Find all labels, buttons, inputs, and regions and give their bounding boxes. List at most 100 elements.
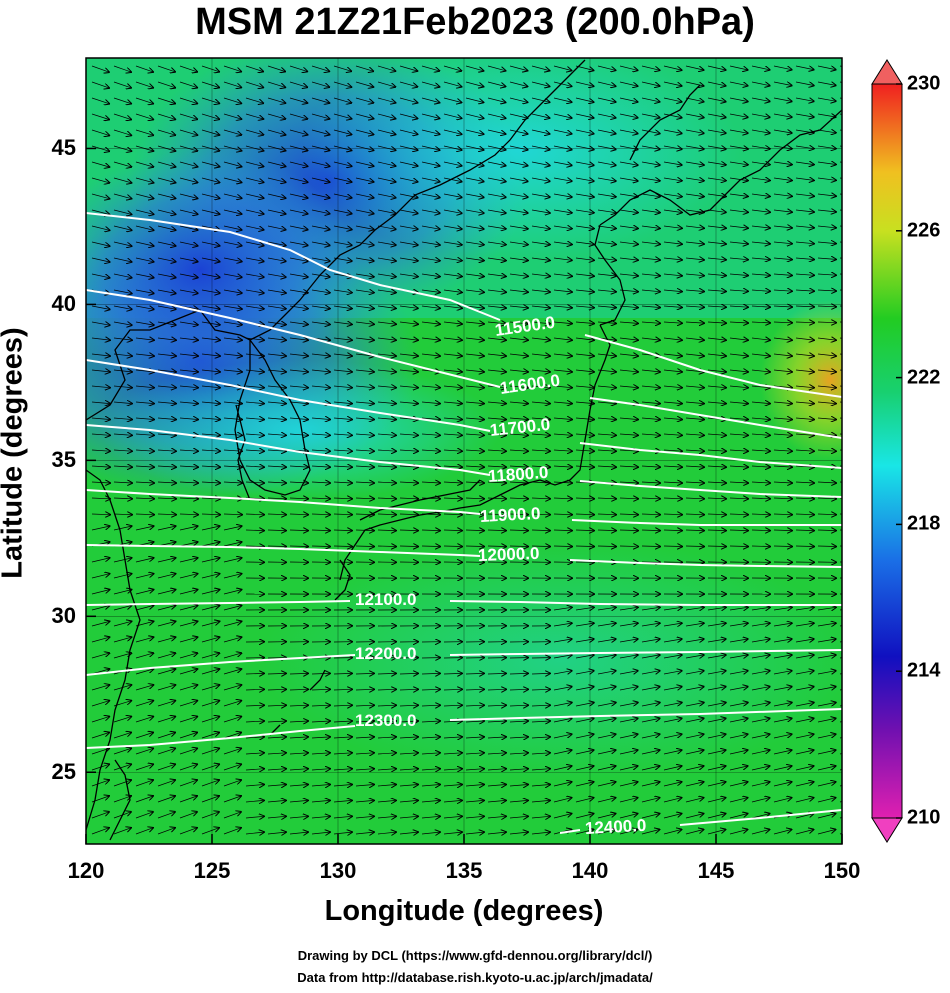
wind-arrow [817, 65, 836, 70]
wind-arrow [157, 161, 175, 167]
wind-arrow [421, 129, 440, 134]
wind-arrow [333, 306, 352, 309]
wind-arrow [377, 274, 396, 277]
wind-arrow [729, 98, 748, 102]
wind-arrow [619, 418, 638, 420]
wind-arrow [201, 65, 219, 72]
wind-arrow [465, 194, 484, 197]
wind-arrow [597, 226, 616, 229]
wind-arrow [751, 402, 770, 404]
wind-arrow [729, 306, 748, 307]
wind-arrow [619, 306, 638, 308]
wind-arrow [487, 113, 506, 118]
wind-arrow [443, 434, 462, 435]
wind-arrow [465, 370, 484, 372]
wind-arrow [531, 65, 549, 71]
wind-arrow [267, 81, 285, 87]
wind-arrow [267, 225, 286, 230]
wind-vectors [91, 65, 842, 834]
wind-arrow [509, 290, 528, 292]
wind-arrow [333, 97, 351, 103]
wind-arrow [355, 242, 374, 245]
wind-arrow [465, 210, 484, 213]
wind-arrow [597, 434, 616, 435]
wind-arrow [311, 418, 330, 420]
wind-arrow [531, 258, 550, 260]
wind-arrow [377, 210, 396, 214]
contour-label: 11900.0 [479, 503, 541, 526]
colorbar-tick-label: 230 [907, 72, 941, 95]
wind-arrow [179, 370, 198, 372]
wind-arrow [399, 354, 418, 356]
wind-arrow [531, 322, 550, 324]
wind-arrow [707, 354, 726, 356]
wind-arrow [157, 418, 176, 420]
wind-arrow [333, 402, 352, 404]
wind-arrow [135, 225, 154, 230]
wind-arrow [553, 81, 572, 86]
wind-arrow [575, 178, 594, 181]
wind-arrow [267, 193, 286, 198]
wind-arrow [509, 306, 528, 308]
wind-arrow [729, 402, 748, 404]
wind-arrow [377, 322, 396, 324]
wind-arrow [531, 97, 550, 102]
wind-arrow [531, 81, 550, 86]
wind-arrow [245, 306, 264, 309]
wind-arrow [399, 97, 417, 103]
wind-arrow [509, 97, 528, 102]
wind-arrow [751, 210, 770, 212]
wind-arrow [685, 322, 704, 323]
wind-arrow [201, 290, 220, 293]
wind-arrow [641, 194, 660, 197]
wind-arrow [289, 193, 308, 198]
wind-arrow [179, 274, 198, 278]
wind-arrow [597, 386, 616, 388]
wind-arrow [333, 193, 352, 198]
wind-arrow [157, 81, 175, 88]
wind-arrow [641, 386, 660, 388]
wind-arrow [773, 418, 792, 420]
wind-arrow [245, 113, 263, 119]
wind-arrow [91, 97, 109, 104]
wind-arrow [795, 98, 814, 101]
wind-arrow [553, 258, 572, 260]
wind-arrow [553, 290, 572, 292]
wind-arrow [289, 322, 308, 325]
wind-arrow [487, 161, 506, 166]
wind-arrow [575, 162, 594, 165]
contour-label: 11800.0 [487, 462, 549, 486]
wind-arrow [443, 338, 462, 340]
wind-arrow [619, 146, 638, 149]
wind-arrow [707, 258, 726, 260]
wind-arrow [135, 273, 154, 278]
wind-arrow [663, 258, 682, 260]
wind-arrow [421, 161, 440, 166]
wind-arrow [817, 162, 836, 165]
wind-arrow [333, 386, 352, 388]
wind-arrow [311, 129, 329, 135]
wind-arrow [663, 113, 682, 118]
wind-arrow [311, 546, 330, 547]
wind-arrow [399, 434, 418, 435]
wind-arrow [663, 418, 682, 420]
wind-arrow [531, 145, 550, 150]
wind-arrow [289, 177, 308, 182]
wind-arrow [135, 338, 154, 340]
wind-arrow [575, 242, 594, 244]
wind-arrow [421, 210, 440, 213]
wind-arrow [553, 129, 572, 134]
wind-arrow [575, 434, 594, 435]
wind-arrow [201, 434, 220, 435]
wind-arrow [355, 306, 374, 309]
wind-arrow [201, 177, 219, 183]
wind-arrow [795, 210, 814, 212]
wind-arrow [311, 354, 330, 356]
wind-arrow [311, 193, 330, 198]
wind-arrow [377, 177, 396, 182]
wind-arrow [685, 81, 704, 86]
wind-arrow [729, 194, 748, 196]
wind-arrow [597, 97, 616, 102]
wind-arrow [443, 306, 462, 308]
wind-arrow [773, 82, 792, 86]
